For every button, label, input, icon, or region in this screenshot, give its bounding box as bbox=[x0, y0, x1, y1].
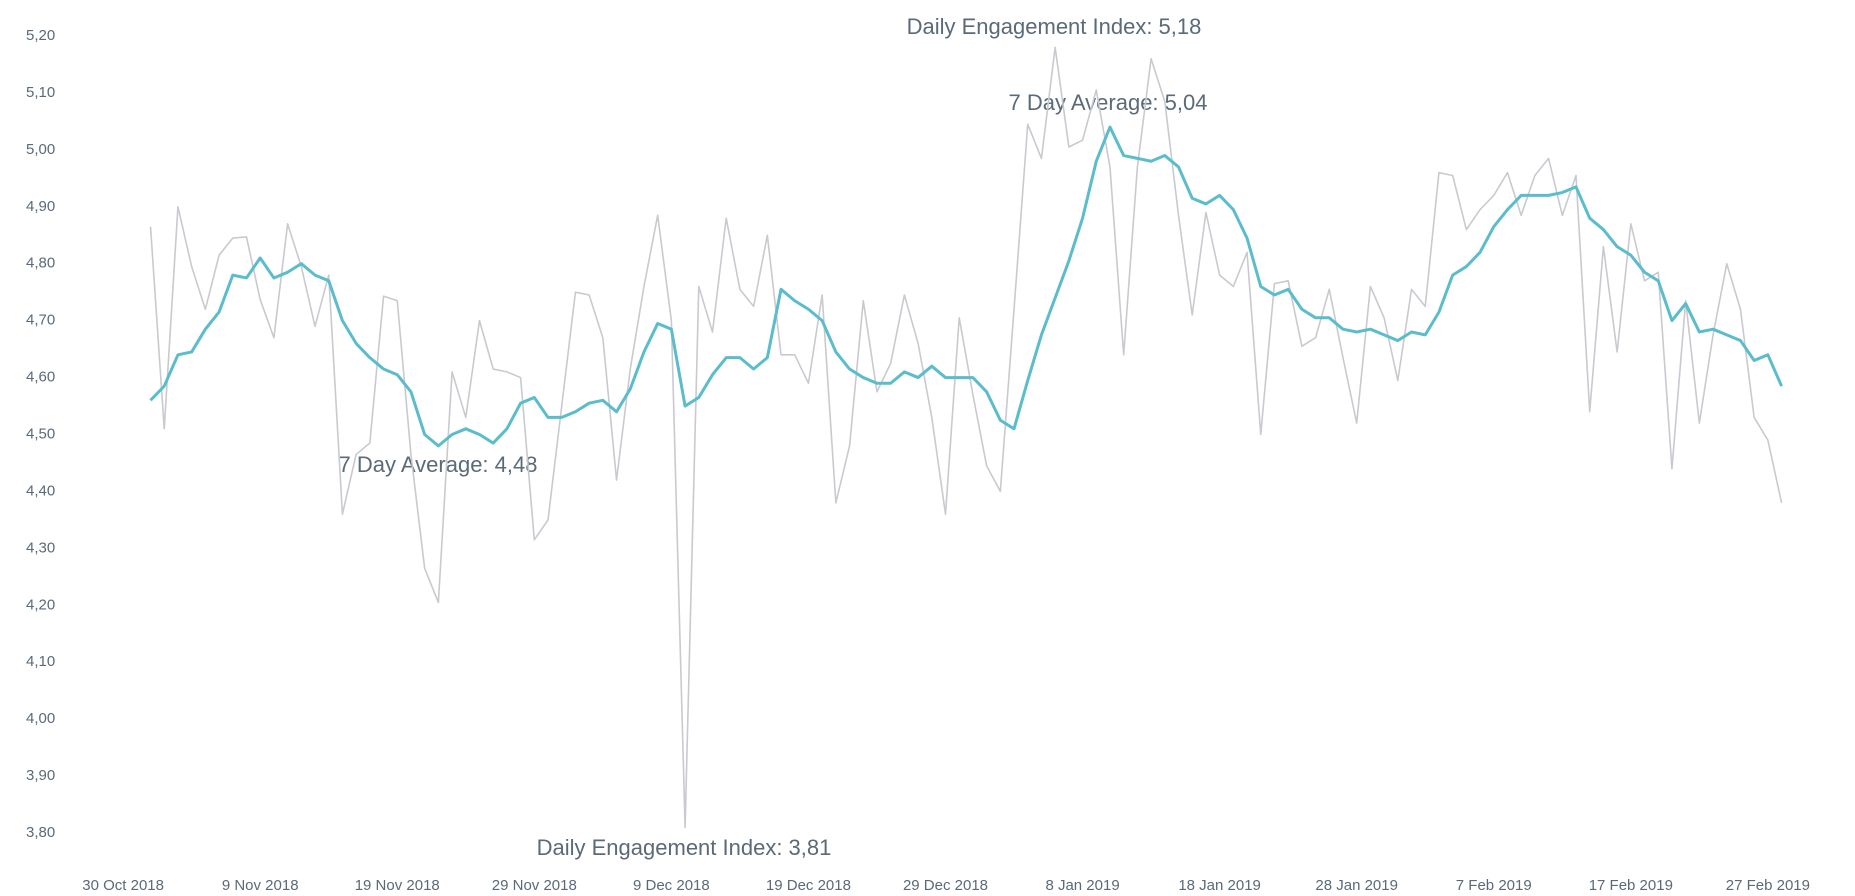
y-tick-label: 4,00 bbox=[26, 710, 55, 727]
series-line bbox=[149, 125, 1783, 448]
annotation: 7 Day Average: 4,48 bbox=[339, 452, 538, 477]
series-line bbox=[149, 46, 1783, 829]
x-tick-label: 7 Feb 2019 bbox=[1456, 877, 1532, 894]
y-tick-label: 4,20 bbox=[26, 596, 55, 613]
x-tick-label: 28 Jan 2019 bbox=[1315, 877, 1398, 894]
x-tick-label: 19 Dec 2018 bbox=[766, 877, 851, 894]
y-tick-label: 4,70 bbox=[26, 312, 55, 329]
x-tick-label: 18 Jan 2019 bbox=[1178, 877, 1261, 894]
y-tick-label: 4,80 bbox=[26, 255, 55, 272]
annotation: 7 Day Average: 5,04 bbox=[1009, 90, 1208, 115]
x-tick-label: 17 Feb 2019 bbox=[1589, 877, 1673, 894]
x-tick-label: 29 Dec 2018 bbox=[903, 877, 988, 894]
x-tick-label: 9 Nov 2018 bbox=[222, 877, 299, 894]
x-tick-label: 27 Feb 2019 bbox=[1726, 877, 1810, 894]
x-tick-label: 29 Nov 2018 bbox=[492, 877, 577, 894]
x-tick-label: 8 Jan 2019 bbox=[1045, 877, 1119, 894]
x-tick-label: 9 Dec 2018 bbox=[633, 877, 710, 894]
x-tick-label: 19 Nov 2018 bbox=[355, 877, 440, 894]
annotation: Daily Engagement Index: 3,81 bbox=[537, 835, 832, 860]
y-tick-label: 5,10 bbox=[26, 84, 55, 101]
y-tick-label: 5,00 bbox=[26, 141, 55, 158]
y-tick-label: 4,40 bbox=[26, 482, 55, 499]
y-tick-label: 4,90 bbox=[26, 198, 55, 215]
y-tick-label: 4,10 bbox=[26, 653, 55, 670]
y-tick-label: 4,60 bbox=[26, 369, 55, 386]
y-tick-label: 5,20 bbox=[26, 27, 55, 44]
y-tick-label: 4,50 bbox=[26, 425, 55, 442]
y-tick-label: 4,30 bbox=[26, 539, 55, 556]
annotation: Daily Engagement Index: 5,18 bbox=[907, 14, 1202, 39]
x-tick-label: 30 Oct 2018 bbox=[82, 877, 164, 894]
y-tick-label: 3,90 bbox=[26, 767, 55, 784]
y-tick-label: 3,80 bbox=[26, 824, 55, 841]
